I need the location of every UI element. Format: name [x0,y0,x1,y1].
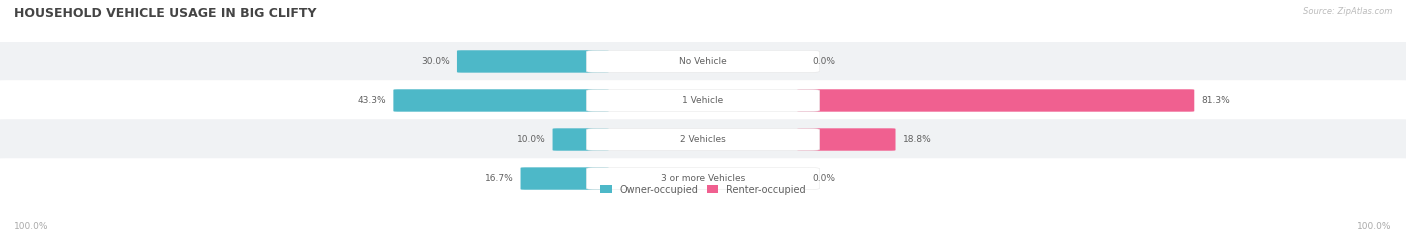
Text: 100.0%: 100.0% [14,222,49,231]
FancyBboxPatch shape [394,89,609,112]
Text: 18.8%: 18.8% [903,135,931,144]
FancyBboxPatch shape [797,89,1194,112]
Text: 100.0%: 100.0% [1357,222,1392,231]
Text: 81.3%: 81.3% [1201,96,1230,105]
FancyBboxPatch shape [586,89,820,111]
Text: 16.7%: 16.7% [485,174,513,183]
Legend: Owner-occupied, Renter-occupied: Owner-occupied, Renter-occupied [600,185,806,195]
FancyBboxPatch shape [0,119,1406,160]
Text: 0.0%: 0.0% [813,57,835,66]
FancyBboxPatch shape [797,128,896,151]
Text: 30.0%: 30.0% [422,57,450,66]
FancyBboxPatch shape [586,129,820,151]
Text: 43.3%: 43.3% [357,96,387,105]
Text: 10.0%: 10.0% [517,135,546,144]
FancyBboxPatch shape [457,50,609,73]
Text: 0.0%: 0.0% [813,174,835,183]
FancyBboxPatch shape [0,41,1406,82]
Text: 3 or more Vehicles: 3 or more Vehicles [661,174,745,183]
FancyBboxPatch shape [0,80,1406,121]
Text: 1 Vehicle: 1 Vehicle [682,96,724,105]
Text: No Vehicle: No Vehicle [679,57,727,66]
FancyBboxPatch shape [586,168,820,189]
Text: HOUSEHOLD VEHICLE USAGE IN BIG CLIFTY: HOUSEHOLD VEHICLE USAGE IN BIG CLIFTY [14,7,316,20]
Text: Source: ZipAtlas.com: Source: ZipAtlas.com [1302,7,1392,16]
FancyBboxPatch shape [586,51,820,72]
Text: 2 Vehicles: 2 Vehicles [681,135,725,144]
FancyBboxPatch shape [520,167,609,190]
FancyBboxPatch shape [0,158,1406,199]
FancyBboxPatch shape [553,128,609,151]
